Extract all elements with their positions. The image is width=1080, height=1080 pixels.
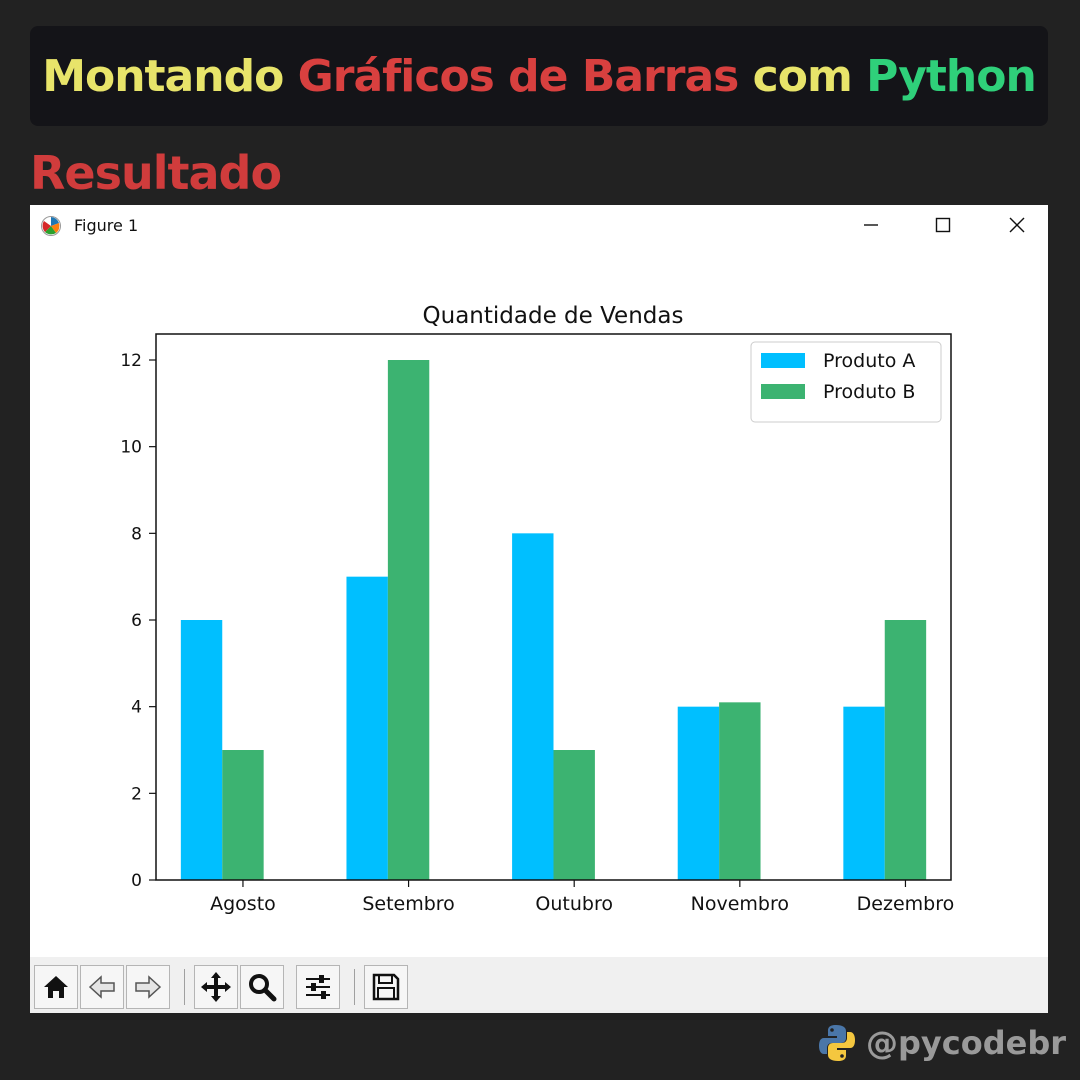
- forward-button[interactable]: [126, 965, 170, 1009]
- banner-title-part-3: com: [752, 50, 867, 102]
- y-axis: 0 2 4 6 8 10 12: [120, 351, 156, 891]
- y-tick-label: 8: [131, 524, 142, 544]
- zoom-button[interactable]: [240, 965, 284, 1009]
- bar-produto-b-novembro: [719, 702, 761, 880]
- bars-layer: [180, 360, 927, 880]
- window-title: Figure 1: [74, 216, 139, 235]
- x-axis: Agosto Setembro Outubro Novembro Dezembro: [210, 880, 954, 915]
- pan-icon: [201, 972, 231, 1002]
- bar-produto-a-setembro: [346, 576, 388, 880]
- toolbar-separator: [354, 969, 355, 1005]
- legend-swatch: [761, 384, 805, 399]
- title-banner: Montando Gráficos de Barras com Python: [30, 26, 1048, 126]
- close-button[interactable]: [994, 209, 1040, 241]
- minimize-button[interactable]: [848, 209, 894, 241]
- bar-produto-a-agosto: [180, 620, 223, 880]
- bar-produto-b-outubro: [553, 750, 595, 880]
- maximize-button[interactable]: [920, 209, 966, 241]
- banner-title-part-1: Montando: [42, 50, 298, 102]
- banner-title-part-4: Python: [866, 50, 1037, 102]
- bar-produto-b-agosto: [222, 750, 264, 880]
- y-tick-label: 6: [131, 611, 142, 631]
- y-tick-label: 0: [131, 871, 142, 891]
- watermark: @pycodebr: [816, 1022, 1066, 1064]
- navigation-toolbar: [30, 957, 1048, 1013]
- matplotlib-icon: [41, 216, 61, 236]
- pan-button[interactable]: [194, 965, 238, 1009]
- close-icon: [1009, 217, 1025, 233]
- minimize-icon: [864, 224, 878, 226]
- x-tick-label: Novembro: [691, 893, 789, 915]
- save-icon: [372, 973, 400, 1001]
- figure-window: Figure 1 Quantidade de Vendas 0 2 4 6 8 10 12 …: [30, 205, 1048, 1013]
- axes-frame: [155, 333, 952, 881]
- x-tick-label: Dezembro: [857, 893, 955, 915]
- zoom-icon: [249, 974, 277, 1002]
- legend-swatch: [761, 353, 805, 368]
- legend-label: Produto A: [823, 350, 915, 372]
- save-button[interactable]: [364, 965, 408, 1009]
- y-tick-label: 2: [131, 784, 142, 804]
- bar-produto-b-setembro: [387, 360, 430, 880]
- bar-produto-a-novembro: [677, 706, 720, 880]
- y-tick-label: 12: [120, 351, 142, 371]
- bar-produto-a-outubro: [512, 533, 554, 880]
- legend-label: Produto B: [823, 381, 915, 403]
- configure-subplots-button[interactable]: [296, 965, 340, 1009]
- back-button[interactable]: [80, 965, 124, 1009]
- window-titlebar[interactable]: Figure 1: [30, 205, 1048, 245]
- banner-title-part-2: Gráficos de Barras: [297, 50, 753, 102]
- legend: Produto A Produto B: [750, 341, 942, 423]
- x-tick-label: Agosto: [210, 893, 276, 915]
- y-tick-label: 4: [131, 698, 142, 718]
- y-tick-label: 10: [120, 438, 142, 458]
- home-button[interactable]: [34, 965, 78, 1009]
- back-arrow-icon: [88, 975, 115, 999]
- bar-produto-b-dezembro: [884, 620, 927, 880]
- python-logo-icon: [818, 1025, 855, 1061]
- banner-title: Montando Gráficos de Barras com Python: [42, 50, 1037, 102]
- maximize-icon: [935, 217, 951, 233]
- section-title: Resultado: [30, 146, 282, 200]
- forward-arrow-icon: [135, 975, 162, 999]
- toolbar-separator: [184, 969, 185, 1005]
- x-tick-label: Outubro: [535, 893, 613, 915]
- configure-subplots-icon: [306, 975, 330, 999]
- bar-chart: Quantidade de Vendas 0 2 4 6 8 10 12 Agosto Set…: [120, 303, 954, 915]
- bar-produto-a-dezembro: [843, 706, 885, 880]
- watermark-text: @pycodebr: [865, 1024, 1066, 1062]
- x-tick-label: Setembro: [362, 893, 454, 915]
- home-icon: [44, 976, 68, 998]
- chart-title: Quantidade de Vendas: [423, 303, 684, 329]
